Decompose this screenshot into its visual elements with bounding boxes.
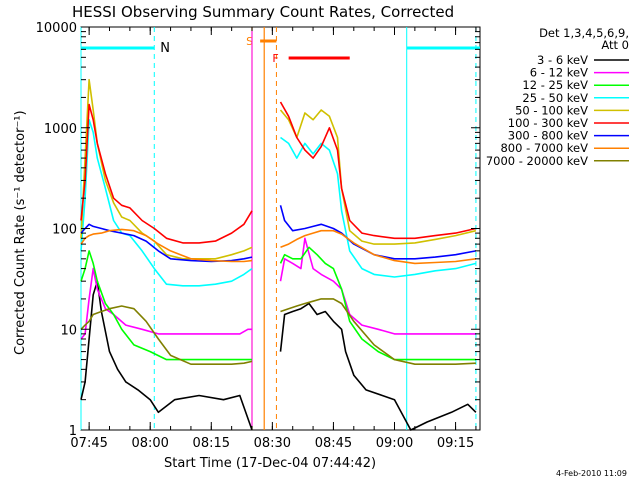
s-annotation-label: S	[246, 35, 253, 48]
x-tick-label-4: 08:45	[315, 436, 352, 451]
footer-date: 4-Feb-2010 11:09	[556, 469, 627, 478]
y-tick-label-0: 1	[69, 424, 77, 439]
n-annotation-label: N	[160, 41, 170, 56]
series-line-1-seg-0	[80, 267, 252, 340]
series-line-0-seg-0	[80, 280, 253, 431]
y-tick-label-3: 1000	[44, 122, 77, 137]
x-tick-label-1: 08:00	[131, 436, 168, 451]
chart-title: HESSI Observing Summary Count Rates, Cor…	[72, 3, 454, 21]
x-tick-label-0: 07:45	[70, 436, 107, 451]
series-line-4-seg-0	[80, 78, 253, 260]
legend-label-4: 50 - 100 keV	[515, 103, 588, 117]
series-line-0-seg-1	[279, 302, 477, 431]
x-tick-label-3: 08:30	[254, 436, 291, 451]
series-line-3-seg-0	[80, 119, 253, 287]
x-axis-label: Start Time (17-Dec-04 07:44:42)	[164, 456, 376, 471]
plot-border	[80, 26, 481, 431]
series-line-7-seg-1	[280, 229, 477, 265]
legend-label-2: 12 - 25 keV	[522, 78, 588, 92]
series-lines	[80, 78, 477, 431]
legend-header-0: Det 1,3,4,5,6,9,	[539, 26, 629, 40]
y-tick-label-4: 10000	[36, 21, 77, 36]
y-tick-label-2: 100	[52, 223, 77, 238]
annotations: N S F	[80, 27, 480, 430]
legend-label-5: 100 - 300 keV	[508, 116, 588, 130]
axis-ticks: 07:45 08:00 08:15 08:30 08:45 09:00 09:15 1 10 10…	[36, 21, 480, 451]
legend-header-1: Att 0	[601, 38, 629, 52]
series-line-5-seg-0	[80, 103, 253, 244]
series-line-6-seg-1	[279, 205, 477, 260]
x-tick-label-2: 08:15	[193, 436, 230, 451]
plot-frame	[80, 26, 481, 431]
series-line-7-seg-0	[80, 228, 253, 263]
legend-label-6: 300 - 800 keV	[508, 129, 588, 143]
y-axis-label: Corrected Count Rate (s⁻¹ detector⁻¹)	[13, 110, 28, 355]
series-line-8-seg-1	[280, 298, 476, 365]
series-line-5-seg-1	[279, 101, 477, 240]
series-line-3-seg-1	[280, 136, 477, 278]
legend-label-3: 25 - 50 keV	[522, 91, 588, 105]
legend-label-1: 6 - 12 keV	[530, 66, 588, 80]
series-line-1-seg-1	[279, 237, 476, 335]
x-tick-label-5: 09:00	[376, 436, 413, 451]
legend-label-8: 7000 - 20000 keV	[486, 154, 588, 168]
series-line-8-seg-0	[80, 305, 253, 365]
f-annotation-label: F	[272, 52, 278, 65]
series-line-2-seg-0	[80, 250, 252, 361]
legend-label-7: 800 - 7000 keV	[500, 141, 588, 155]
x-tick-label-6: 09:15	[437, 436, 474, 451]
series-line-4-seg-1	[279, 109, 477, 245]
legend-label-0: 3 - 6 keV	[537, 53, 588, 67]
series-line-2-seg-1	[279, 246, 476, 361]
y-tick-label-1: 10	[60, 323, 77, 338]
